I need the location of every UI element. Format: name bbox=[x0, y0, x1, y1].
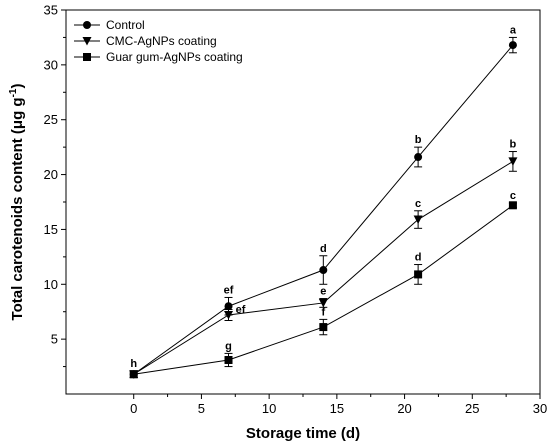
x-tick-label: 15 bbox=[330, 401, 344, 416]
significance-label: ef bbox=[224, 284, 234, 296]
series-markers bbox=[129, 41, 518, 379]
significance-labels: h ef d b a ef e c b g f d c bbox=[130, 24, 517, 370]
data-point bbox=[508, 201, 517, 210]
plot-area bbox=[65, 9, 541, 395]
significance-label: d bbox=[415, 252, 422, 264]
legend-marker bbox=[82, 37, 92, 46]
x-axis-title: Storage time (d) bbox=[246, 425, 360, 442]
y-tick-label: 5 bbox=[51, 332, 58, 347]
significance-label: e bbox=[320, 286, 326, 298]
significance-label: f bbox=[321, 306, 325, 318]
axis-ticks: 0 5 10 15 20 25 30 5 10 15 20 25 30 35 bbox=[44, 3, 548, 417]
significance-label: g bbox=[225, 340, 232, 352]
legend: Control CMC-AgNPs coating Guar gum-AgNPs c… bbox=[74, 18, 243, 64]
legend-marker bbox=[83, 21, 91, 29]
legend-label: CMC-AgNPs coating bbox=[106, 34, 217, 48]
significance-label: d bbox=[320, 243, 327, 255]
y-axis-title: Total carotenoids content (μg g-1) bbox=[8, 84, 26, 321]
y-tick-label: 10 bbox=[44, 277, 58, 292]
x-tick-label: 10 bbox=[262, 401, 276, 416]
x-tick-label: 5 bbox=[198, 401, 205, 416]
data-point bbox=[414, 270, 423, 279]
significance-label: a bbox=[510, 24, 517, 36]
data-point bbox=[129, 370, 138, 379]
y-axis-title-main: Total carotenoids content ( bbox=[9, 129, 26, 320]
significance-label: c bbox=[415, 198, 421, 210]
y-tick-label: 30 bbox=[44, 57, 58, 72]
x-tick-label: 30 bbox=[533, 401, 547, 416]
legend-marker bbox=[83, 53, 91, 61]
data-point bbox=[413, 215, 423, 225]
x-tick-label: 25 bbox=[465, 401, 479, 416]
y-axis-title-end: ) bbox=[9, 84, 26, 89]
data-point bbox=[319, 323, 328, 332]
y-tick-label: 25 bbox=[44, 112, 58, 127]
data-point bbox=[224, 311, 234, 320]
significance-label: b bbox=[415, 134, 422, 146]
data-point bbox=[508, 157, 518, 166]
y-axis-title-unit: μg g bbox=[9, 97, 26, 129]
y-tick-label: 20 bbox=[44, 167, 58, 182]
significance-label: h bbox=[130, 358, 137, 370]
legend-label: Control bbox=[106, 18, 145, 32]
data-point bbox=[508, 41, 517, 50]
x-tick-label: 0 bbox=[130, 401, 137, 416]
y-tick-label: 15 bbox=[44, 222, 58, 237]
data-point bbox=[224, 355, 233, 364]
significance-label: ef bbox=[236, 304, 246, 316]
data-point bbox=[319, 266, 328, 275]
data-point bbox=[414, 153, 423, 162]
data-point bbox=[224, 302, 233, 311]
x-tick-label: 20 bbox=[397, 401, 411, 416]
y-tick-label: 35 bbox=[44, 3, 58, 18]
y-axis-title-superscript: -1 bbox=[8, 88, 19, 97]
significance-label: c bbox=[510, 190, 516, 202]
significance-label: b bbox=[510, 139, 517, 151]
data-point bbox=[318, 298, 328, 308]
legend-label: Guar gum-AgNPs coating bbox=[106, 50, 243, 64]
